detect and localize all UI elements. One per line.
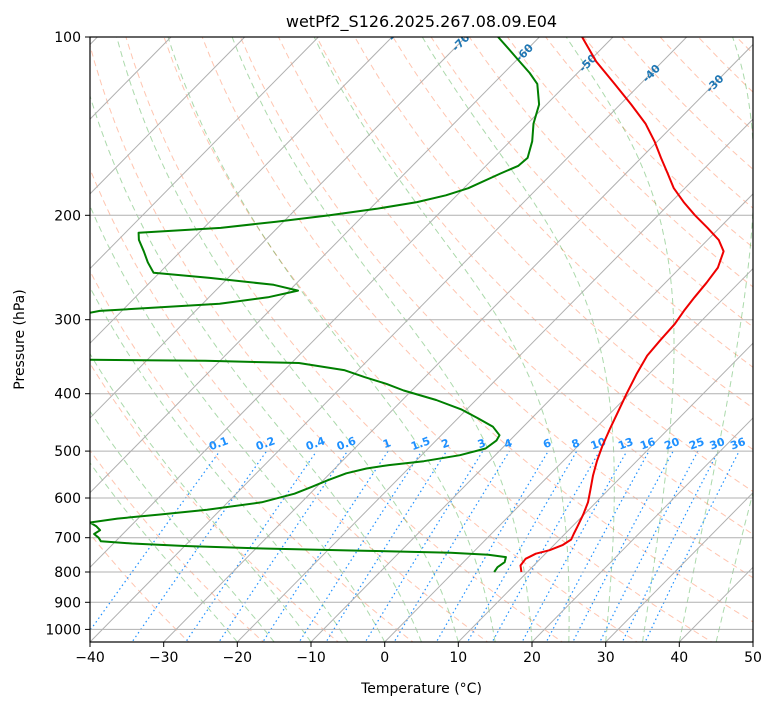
y-tick-label: 200: [54, 208, 81, 224]
mixing-ratio-line: [298, 450, 423, 642]
moist-adiabat: [116, 37, 459, 642]
mixing-ratio-labels: 0.1 0.2 0.4 0.6 1 1.5 2 3 4 6 8 10 13 16 20 25 30 36: [207, 434, 748, 453]
isotherm-gridline: [310, 193, 753, 642]
moist-adiabat: [313, 37, 570, 642]
temperature-line: [519, 37, 725, 573]
y-tick-label: 100: [54, 30, 81, 46]
moist-adiabat: [231, 37, 533, 642]
mixing-ratio-line: [262, 450, 389, 642]
dry-adiabat: [239, 37, 753, 579]
dry-adiabat: [316, 37, 753, 493]
x-tick-label: −10: [296, 650, 326, 666]
isotherm-gridline: [90, 37, 246, 195]
mixing-ratio-line: [393, 450, 510, 642]
isotherm-gridline: [90, 37, 319, 270]
dry-adiabat: [90, 167, 489, 642]
dry-adiabat: [354, 37, 753, 451]
isotherm-label: -80: [386, 20, 409, 44]
isotherm-gridline: [163, 43, 753, 642]
isotherm-gridline: [90, 37, 688, 642]
mixing-ratio-label: 2: [440, 436, 452, 451]
sounding-series: [90, 37, 725, 573]
x-tick-label: −20: [223, 650, 253, 666]
x-tick-label: −40: [75, 650, 105, 666]
mixing-ratio-label: 30: [708, 435, 727, 453]
x-tick-label: 0: [380, 650, 389, 666]
chart-title: wetPf2_S126.2025.267.08.09.E04: [286, 12, 557, 32]
moist-adiabat: [715, 490, 753, 642]
isotherm-gridline: [457, 342, 753, 642]
mixing-ratio-line: [218, 450, 348, 642]
moist-adiabat: [90, 410, 275, 642]
mixing-ratio-label: 6: [541, 436, 553, 451]
x-axis: −40 −30 −20 −10 0 10 20 30 40 50: [75, 642, 762, 666]
mixing-ratio-line: [599, 450, 699, 642]
mixing-ratio-label: 4: [502, 436, 514, 451]
mixing-ratio-label: 10: [589, 435, 608, 453]
x-tick-label: 10: [449, 650, 467, 666]
x-tick-label: 40: [670, 650, 688, 666]
isotherm-gridline: [90, 37, 614, 568]
y-tick-label: 600: [54, 491, 81, 507]
mixing-ratio-label: 0.6: [335, 434, 358, 453]
y-tick-label: 500: [54, 444, 81, 460]
y-tick-label: 400: [54, 387, 81, 403]
isotherm-gridline: [90, 37, 467, 419]
isotherm-gridline: [384, 267, 753, 642]
x-tick-label: 50: [744, 650, 762, 666]
mixing-ratio-label: 16: [638, 435, 657, 453]
x-tick-label: 30: [597, 650, 615, 666]
mixing-ratio-label: 3: [476, 436, 488, 451]
plot-frame: [89, 36, 754, 643]
mixing-ratio-label: 1: [381, 436, 393, 451]
dry-adiabat: [392, 37, 753, 409]
dry-adiabat: [90, 270, 414, 642]
mixing-ratio-label: 0.1: [207, 434, 230, 453]
mixing-ratio-label: 1.5: [409, 434, 432, 453]
isotherm-grid: [90, 37, 753, 642]
mixing-ratio-label: 8: [570, 436, 582, 451]
mixing-ratio-line: [364, 450, 484, 642]
mixing-ratio-label: 20: [663, 435, 682, 453]
isotherm-gridline: [531, 417, 753, 642]
y-tick-label: 800: [54, 565, 81, 581]
isotherm-gridline: [605, 491, 753, 642]
pressure-grid: [90, 37, 753, 630]
moist-adiabat: [678, 37, 753, 642]
moist-adiabat: [90, 204, 386, 642]
mixing-ratio-label: 13: [616, 435, 635, 452]
dewpoint-line: [90, 37, 541, 573]
x-axis-label: Temperature (°C): [360, 681, 482, 697]
mixing-ratio-line: [621, 450, 719, 642]
moist-adiabat: [565, 37, 675, 642]
isotherm-gridline: [90, 37, 540, 494]
moist-adiabat: [90, 286, 349, 642]
mixing-ratio-label: 0.4: [304, 434, 327, 453]
y-tick-label: 300: [54, 313, 81, 329]
y-axis-label: Pressure (hPa): [12, 289, 28, 389]
x-tick-label: −30: [149, 650, 179, 666]
mixing-ratio-label: 25: [687, 435, 706, 452]
moist-adiabat: [421, 37, 615, 642]
y-tick-label: 900: [54, 595, 81, 611]
dry-adiabat: [278, 37, 753, 535]
mixing-ratio-line: [435, 450, 549, 642]
moist-adiabat: [90, 462, 238, 642]
y-axis: 100 200 300 400 500 600 700 800 900 1000: [45, 30, 90, 638]
moist-adiabat: [90, 94, 422, 642]
y-tick-label: 700: [54, 531, 81, 547]
x-tick-label: 20: [523, 650, 541, 666]
isotherm-gridline: [236, 118, 753, 642]
moist-adiabats: [90, 37, 753, 642]
isotherm-gridline: [90, 37, 393, 344]
plot-area: -100-90-80-70-60-50-40-30-20-10010203040…: [90, 20, 753, 642]
mixing-ratio-label: 0.2: [254, 434, 277, 453]
mixing-ratio-label: 36: [729, 435, 748, 453]
y-tick-label: 1000: [45, 622, 81, 638]
mixing-ratio-line: [325, 450, 448, 642]
moist-adiabat: [167, 37, 496, 642]
